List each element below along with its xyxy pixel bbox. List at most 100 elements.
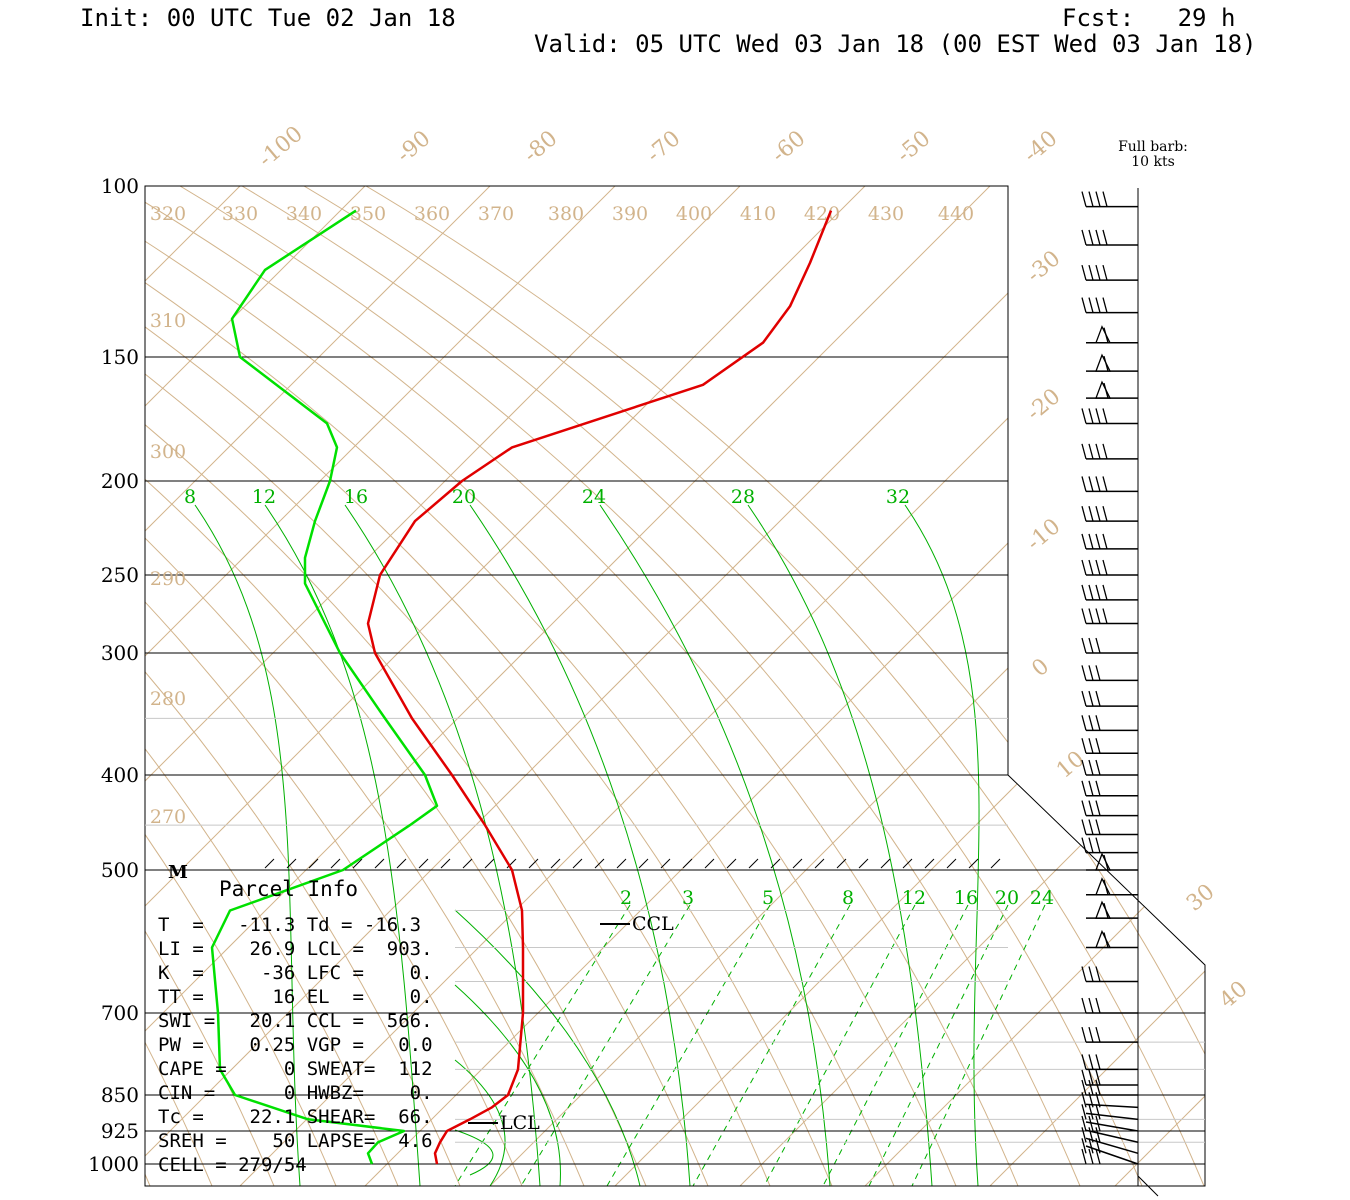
barb-feather: [1088, 1138, 1094, 1154]
barb-feather: [1081, 1092, 1087, 1108]
dry-adiabat-line: [145, 186, 523, 1186]
pressure-tick-label: 850: [101, 1083, 139, 1107]
isotherm-label: -10: [1022, 514, 1065, 556]
isotherm-label: -60: [767, 126, 810, 168]
moist-adiabat-line: [599, 504, 831, 1186]
parcel-info-line: CAPE = 0 SWEAT= 112: [158, 1058, 433, 1080]
wind-barb: [1081, 780, 1138, 797]
dry-adiabat-line: [241, 186, 1143, 1186]
mixing-ratio-line: [822, 904, 969, 1186]
dry-adiabat-line: [0, 186, 26, 1186]
barb-feather: [1081, 1138, 1087, 1154]
barb-feather: [1088, 229, 1094, 246]
barb-feather: [1088, 665, 1094, 681]
barb-feather: [1081, 1079, 1087, 1096]
barb-feather: [1095, 1127, 1101, 1143]
mixing-ratio-label: 12: [902, 887, 926, 909]
moist-adiabat-line: [904, 504, 980, 1186]
barb-feather: [1102, 264, 1108, 281]
barb-feather: [1081, 800, 1087, 816]
barb-feather: [1102, 191, 1108, 207]
dry-adiabat-lines: [0, 186, 1205, 1186]
parcel-info-line: LI = 26.9 LCL = 903.: [158, 938, 433, 960]
barb-feather: [1081, 665, 1087, 681]
isotherm-label: -100: [254, 122, 308, 173]
barb-feather: [1081, 690, 1087, 707]
theta-e-label: 24: [582, 486, 606, 508]
hatch-mark: [902, 858, 913, 869]
hatch-mark: [792, 858, 803, 869]
parcel-info-line: TT = 16 EL = 0.: [158, 986, 433, 1008]
hatch-mark: [330, 858, 341, 869]
barb-feather: [1095, 1148, 1101, 1165]
barb-feather: [1095, 229, 1101, 246]
barb-feather: [1081, 443, 1087, 460]
parcel-info-panel: Parcel Info T = -11.3 Td = -16.3LI = 26.9…: [158, 877, 433, 1176]
moist-adiabat-line: [454, 984, 561, 1186]
theta-label: 310: [150, 310, 186, 332]
barb-feather: [1103, 879, 1109, 895]
hatch-mark: [858, 858, 869, 869]
barb-feather: [1088, 780, 1094, 796]
barb-feather: [1095, 505, 1101, 522]
barb-feather: [1095, 476, 1101, 492]
barb-feather: [1095, 1079, 1101, 1096]
wind-barb: [1081, 665, 1138, 682]
mixing-ratio-line: [454, 904, 631, 1186]
dry-adiabat-line: [145, 186, 151, 1186]
hatch-mark: [946, 858, 957, 869]
isotherm-label: -30: [1022, 246, 1065, 288]
wind-barb: [1086, 900, 1138, 919]
isotherm-label: -80: [519, 126, 562, 168]
barb-feather: [1088, 715, 1094, 731]
barb-feather: [1102, 584, 1108, 601]
theta-label: 330: [222, 203, 258, 225]
mixing-ratio-label: 8: [842, 887, 854, 909]
isotherm-line: [739, 186, 1205, 1186]
mixing-ratio-line: [692, 904, 851, 1186]
barb-feather: [1095, 584, 1101, 601]
barb-feather: [1081, 1054, 1087, 1070]
wind-barb: [1081, 559, 1138, 576]
dry-adiabat-line: [179, 186, 1081, 1186]
wind-barb: [1081, 1145, 1139, 1165]
mixing-ratio-label: 2: [620, 887, 632, 909]
isotherm-label: -40: [1019, 126, 1062, 168]
moist-adiabat-line: [194, 504, 301, 1186]
barb-feather: [1081, 229, 1087, 246]
parcel-info-line: CELL = 279/54: [158, 1154, 307, 1176]
barb-feather: [1088, 1069, 1094, 1086]
ccl-label: CCL: [632, 913, 674, 935]
barb-feather: [1102, 505, 1108, 522]
hatch-mark: [682, 858, 693, 869]
mixing-ratio-line: [868, 904, 1009, 1186]
barb-staff: [1085, 1129, 1139, 1144]
isotherm-label: -50: [892, 126, 935, 168]
mixing-ratio-line: [911, 904, 1046, 1186]
mixing-ratio-label: 5: [762, 887, 774, 909]
barb-feather: [1088, 1026, 1094, 1043]
barb-feather: [1102, 559, 1108, 576]
theta-e-label: 28: [731, 486, 755, 508]
dry-adiabat-line: [145, 186, 895, 1186]
wind-barb: [1081, 759, 1138, 776]
wind-barb: [1081, 966, 1138, 983]
isotherm-label: 30: [1182, 879, 1220, 916]
init-time: Init: 00 UTC Tue 02 Jan 18: [80, 4, 456, 32]
barb-feather: [1088, 264, 1094, 281]
isotherm-label: -20: [1022, 384, 1065, 426]
barb-feather: [1095, 191, 1101, 207]
barb-feather: [1088, 443, 1094, 460]
barb-feather: [1081, 297, 1087, 313]
wind-barb: [1086, 877, 1138, 896]
barb-feather: [1088, 738, 1094, 754]
isotherm-line: [145, 186, 866, 1186]
barb-feather: [1088, 1104, 1094, 1120]
isotherm-line: [145, 186, 366, 1186]
barb-feather: [1095, 1054, 1101, 1070]
dry-adiabat-line: [303, 186, 1205, 1186]
forecast-hour: Fcst: 29 h: [1062, 4, 1236, 32]
pressure-tick-label: 500: [101, 858, 139, 882]
barb-feather: [1081, 408, 1087, 424]
hatch-mark: [880, 858, 891, 869]
